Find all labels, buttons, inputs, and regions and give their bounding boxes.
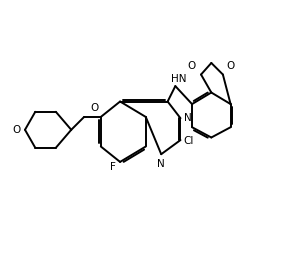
Text: O: O xyxy=(90,103,98,113)
Text: N: N xyxy=(184,113,191,123)
Text: O: O xyxy=(188,61,196,71)
Text: O: O xyxy=(12,125,21,135)
Text: Cl: Cl xyxy=(184,136,194,146)
Text: O: O xyxy=(227,61,235,71)
Text: HN: HN xyxy=(171,74,187,84)
Text: N: N xyxy=(157,159,165,169)
Text: F: F xyxy=(110,162,116,171)
